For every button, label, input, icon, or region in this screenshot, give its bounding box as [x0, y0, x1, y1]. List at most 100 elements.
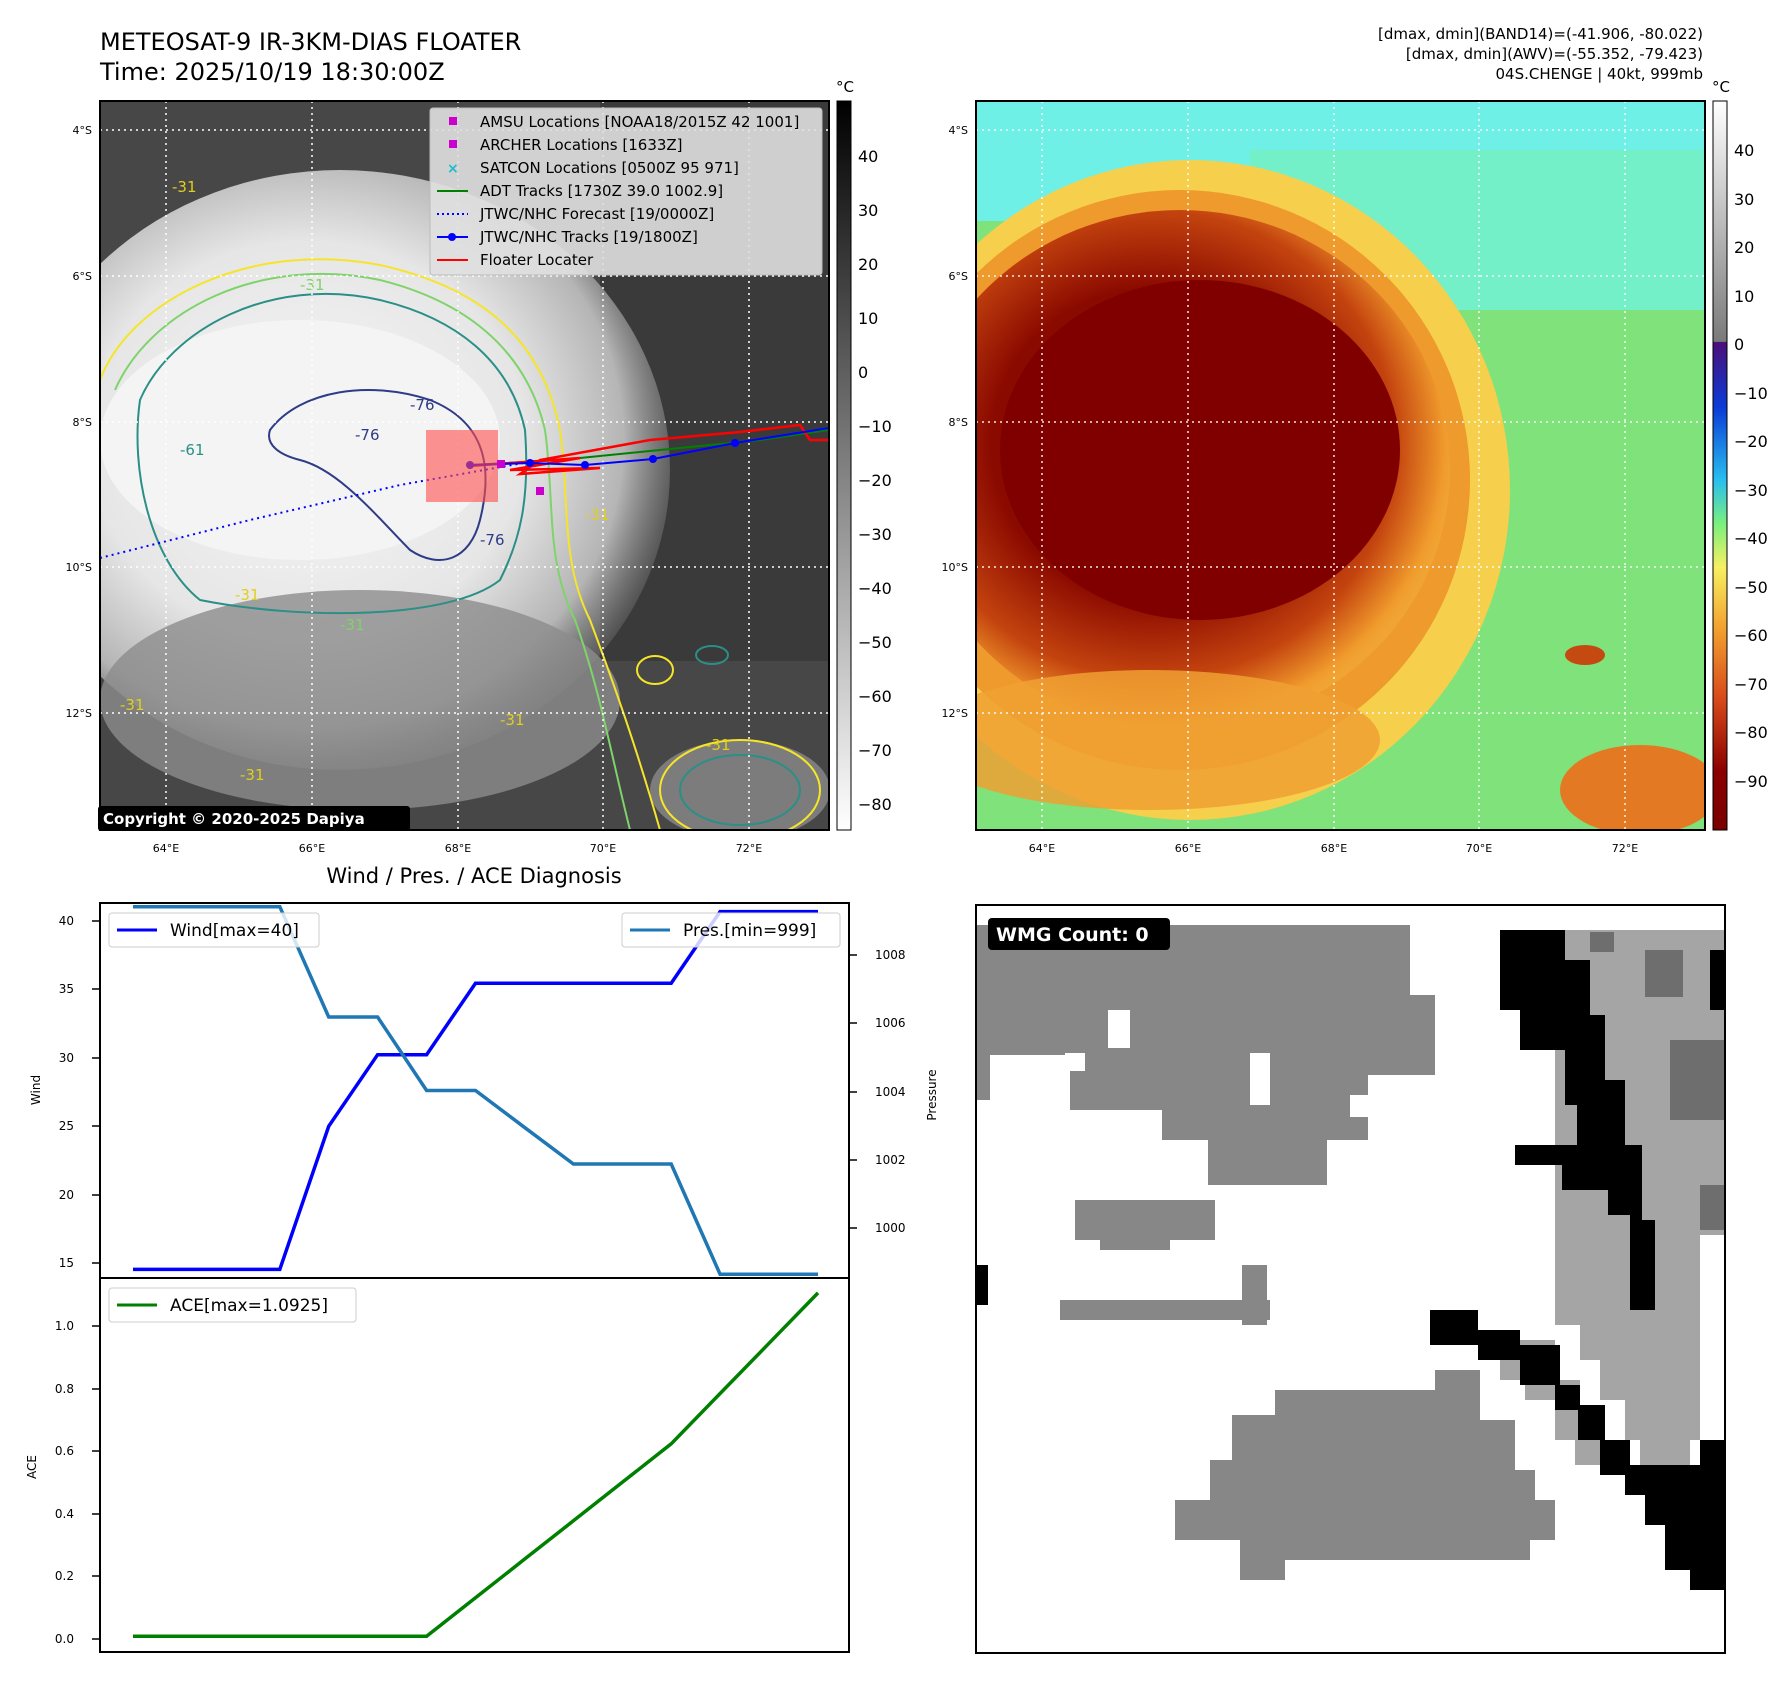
ir-cloud-lower: [100, 590, 620, 810]
ir-legend-box: [429, 107, 823, 276]
ace-tick: 0.6: [55, 1444, 74, 1458]
wind-tick: 25: [59, 1119, 74, 1133]
colorbar-tick: −70: [858, 741, 892, 760]
colorbar-tick: −60: [1734, 626, 1768, 645]
tick-marks: [92, 920, 857, 1640]
legend-label: Floater Locater: [480, 251, 594, 269]
colorbar-tick: −80: [1734, 723, 1768, 742]
ace-ticks: 1.0 0.8 0.6 0.4 0.2 0.0: [55, 1319, 74, 1646]
wind-legend-box: [108, 912, 320, 948]
colorbar-tick: −60: [858, 687, 892, 706]
legend-label: JTWC/NHC Tracks [19/1800Z]: [479, 228, 698, 246]
ir-lat-ticks: 4°S 6°S 8°S 10°S 12°S: [66, 124, 92, 720]
wmg-region-s: [1175, 1370, 1555, 1580]
wv-map-frame: [975, 100, 1706, 831]
colorbar-tick: −20: [1734, 432, 1768, 451]
wmg-region-nw: [976, 925, 1435, 1185]
figure-title-line1: METEOSAT-9 IR-3KM-DIAS FLOATER: [100, 28, 521, 56]
lon-tick: 72°E: [736, 842, 762, 855]
pressure-tick: 1000: [875, 1221, 906, 1235]
colorbar-tick: 0: [1734, 335, 1744, 354]
lat-tick: 8°S: [949, 416, 968, 429]
wind-tick: 15: [59, 1256, 74, 1270]
ace-tick: 0.4: [55, 1507, 74, 1521]
ir-colorbar-unit: °C: [836, 78, 854, 96]
wmg-dark-gray: [1590, 932, 1725, 1230]
ace-tick: 1.0: [55, 1319, 74, 1333]
lat-tick: 8°S: [73, 416, 92, 429]
diagnosis-title: Wind / Pres. / ACE Diagnosis: [326, 864, 621, 888]
ir-cloud-se: [650, 740, 829, 830]
contour-label: -31: [585, 506, 610, 524]
colorbar-tick: −40: [1734, 529, 1768, 548]
info-line1: [dmax, dmin](BAND14)=(-41.906, -80.022): [1378, 25, 1703, 43]
wmg-count-label: WMG Count: 0: [996, 924, 1149, 946]
ace-ylabel: ACE: [25, 1455, 39, 1479]
pressure-legend-box: [621, 912, 841, 948]
legend-marker-amsu: [449, 117, 457, 125]
wind-ylabel: Wind: [29, 1075, 43, 1105]
pressure-tick: 1008: [875, 948, 906, 962]
wv-colorbar: [1712, 100, 1728, 831]
ace-tick: 0.2: [55, 1569, 74, 1583]
legend-label: ADT Tracks [1730Z 39.0 1002.9]: [480, 182, 723, 200]
legend-marker-satcon: ×: [447, 161, 459, 177]
wv-small-spot: [1565, 645, 1605, 665]
colorbar-tick: 10: [858, 309, 878, 328]
pressure-series-line: [133, 904, 818, 1277]
contour-label: -31: [172, 178, 197, 196]
colorbar-tick: 20: [858, 255, 878, 274]
info-line3: 04S.CHENGE | 40kt, 999mb: [1496, 65, 1703, 83]
lon-tick: 64°E: [1029, 842, 1055, 855]
contour-label: -31: [706, 736, 731, 754]
lon-tick: 66°E: [1175, 842, 1201, 855]
amsu-marker: [536, 487, 544, 495]
colorbar-tick: 30: [1734, 190, 1754, 209]
pressure-tick: 1002: [875, 1153, 906, 1167]
jtwc-track: [469, 427, 829, 467]
ir-map-panel: -31 -31 -31 -31 -31 -31 -31 -31 -76 -76 …: [66, 78, 892, 855]
colorbar-tick: 20: [1734, 238, 1754, 257]
wmg-region-w2: [1100, 1215, 1170, 1250]
contour-minus61: [136, 292, 528, 615]
wmg-frame: [975, 904, 1726, 1654]
wv-lower-band: [976, 670, 1380, 810]
legend-marker-tracks-dot: [448, 233, 456, 241]
ir-legend: AMSU Locations [NOAA18/2015Z 42 1001] AR…: [429, 107, 823, 276]
contour-label: -31: [300, 276, 325, 294]
colorbar-tick: −30: [1734, 481, 1768, 500]
ace-marks: [133, 1291, 820, 1639]
ir-colorbar-ticks: 40 30 20 10 0 −10 −20 −30 −40 −50 −60 −7…: [858, 147, 892, 814]
wmg-count-box: [988, 918, 1170, 950]
floater-box: [426, 430, 498, 502]
wmg-black-regions: [976, 930, 1725, 1590]
ace-series-line: [133, 1291, 820, 1639]
ir-cloud-core: [100, 320, 500, 560]
copyright-text: Copyright © 2020-2025 Dapiya: [103, 810, 365, 828]
wv-se-patch: [1560, 745, 1705, 830]
contour-label: -31: [120, 696, 145, 714]
lat-tick: 10°S: [942, 561, 968, 574]
lat-tick: 4°S: [73, 124, 92, 137]
wmg-region-mid: [1060, 1300, 1270, 1320]
ir-colorbar: [836, 100, 852, 831]
contour-label: -31: [240, 766, 265, 784]
contour-minus46: [114, 272, 631, 830]
colorbar-tick: 10: [1734, 287, 1754, 306]
colorbar-tick: −40: [858, 579, 892, 598]
contour-minus76: [268, 389, 487, 561]
contour-label: -76: [480, 531, 505, 549]
lat-tick: 10°S: [66, 561, 92, 574]
wind-legend-label: Wind[max=40]: [170, 921, 299, 941]
info-line2: [dmax, dmin](AWV)=(-55.352, -79.423): [1406, 45, 1703, 63]
colorbar-tick: −10: [1734, 384, 1768, 403]
ace-legend-box: [108, 1287, 357, 1323]
colorbar-tick: 40: [858, 147, 878, 166]
colorbar-tick: −90: [1734, 772, 1768, 791]
wv-gridlines: [976, 101, 1705, 830]
lon-tick: 72°E: [1612, 842, 1638, 855]
colorbar-tick: 0: [858, 363, 868, 382]
contour-label: -61: [180, 441, 205, 459]
ace-tick: 0.8: [55, 1382, 74, 1396]
